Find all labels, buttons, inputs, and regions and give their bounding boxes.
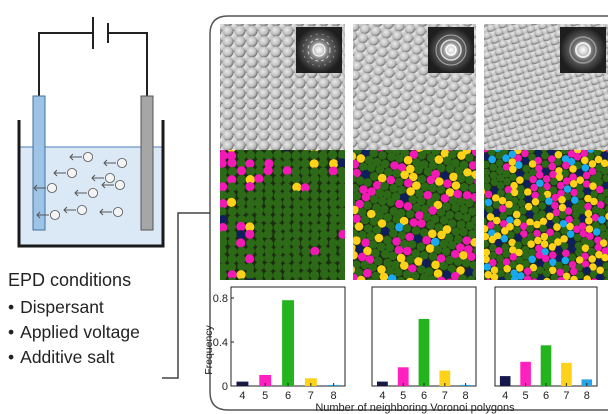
voronoi-map-2 — [353, 150, 476, 280]
fft-pattern-icon — [296, 27, 342, 73]
voronoi-maps — [220, 150, 608, 280]
electrode-left — [32, 95, 46, 231]
bar-7 — [304, 378, 317, 386]
y-tick-label: 0.8 — [213, 293, 228, 305]
y-axis-label: Frequency — [203, 324, 215, 374]
particle-arrow — [63, 204, 88, 216]
condition-item: • Dispersant — [8, 297, 104, 318]
x-tick-label: 5 — [262, 390, 268, 402]
bar-6 — [282, 300, 294, 386]
x-tick-label: 7 — [308, 390, 314, 402]
condition-label: Dispersant — [20, 297, 104, 317]
condition-item: • Additive salt — [8, 347, 115, 368]
bullet: • — [8, 297, 15, 317]
particle-arrow — [99, 206, 124, 218]
particle-arrow — [101, 179, 126, 191]
epd-conditions-title: EPD conditions — [8, 270, 132, 290]
y-tick-label: 0 — [222, 381, 228, 393]
bullet: • — [8, 347, 15, 367]
particle-arrow — [91, 172, 116, 184]
x-tick-label: 6 — [285, 390, 291, 402]
bar-7 — [439, 370, 451, 386]
x-tick-label: 8 — [463, 390, 469, 402]
x-tick-label: 4 — [379, 390, 385, 402]
particle-arrow — [33, 182, 58, 194]
condition-label: Applied voltage — [20, 322, 140, 342]
particle-arrow — [74, 187, 99, 199]
x-tick-label: 7 — [563, 390, 569, 402]
x-tick-label: 5 — [400, 390, 406, 402]
bar-5 — [397, 367, 409, 386]
x-tick-label: 4 — [502, 390, 508, 402]
bar-5 — [259, 375, 272, 386]
y-tick-label: 0.4 — [213, 337, 228, 349]
voronoi-map-3 — [484, 150, 608, 280]
histogram-1: 4 5 6 7 8 0 0.4 0.8 — [213, 286, 346, 402]
fft-pattern-icon — [560, 27, 606, 73]
histogram-2: 4 5 6 7 8 — [371, 286, 477, 402]
electrode-right — [140, 95, 154, 231]
wire-right — [108, 32, 148, 96]
x-tick-label: 8 — [331, 390, 337, 402]
particle-arrow — [103, 157, 128, 169]
particle-arrows — [33, 151, 128, 221]
histograms: 4 5 6 7 8 0 0.4 0.8 4 5 6 7 8 4 5 6 7 8 — [213, 286, 598, 402]
condition-item: • Applied voltage — [8, 322, 140, 343]
histogram-3: 4 5 6 7 8 — [494, 286, 598, 402]
bullet: • — [8, 322, 15, 342]
fft-insets — [296, 27, 606, 73]
wire-left — [38, 32, 93, 122]
bar-5 — [520, 361, 531, 386]
voronoi-map-1 — [220, 150, 345, 280]
particle-arrow — [36, 209, 61, 221]
panel-outline — [209, 15, 608, 411]
bar-6 — [540, 345, 552, 386]
connector-line — [162, 212, 210, 379]
bar-6 — [418, 318, 430, 386]
bar-4 — [499, 376, 511, 386]
x-tick-label: 7 — [442, 390, 448, 402]
x-tick-label: 6 — [543, 390, 549, 402]
x-axis-label: Number of neighboring Voronoi polygons — [315, 402, 515, 414]
particle-arrow — [53, 167, 78, 179]
x-tick-label: 8 — [584, 390, 590, 402]
x-tick-label: 6 — [421, 390, 427, 402]
condition-label: Additive salt — [20, 347, 115, 367]
sem-images — [220, 24, 608, 150]
bar-7 — [561, 362, 572, 386]
bar-8 — [581, 379, 593, 386]
x-tick-label: 5 — [523, 390, 529, 402]
beaker — [17, 120, 165, 248]
epd-cell-schematic — [17, 17, 165, 248]
fft-pattern-icon — [428, 27, 474, 73]
particle-arrow — [69, 151, 94, 163]
x-tick-label: 4 — [239, 390, 245, 402]
